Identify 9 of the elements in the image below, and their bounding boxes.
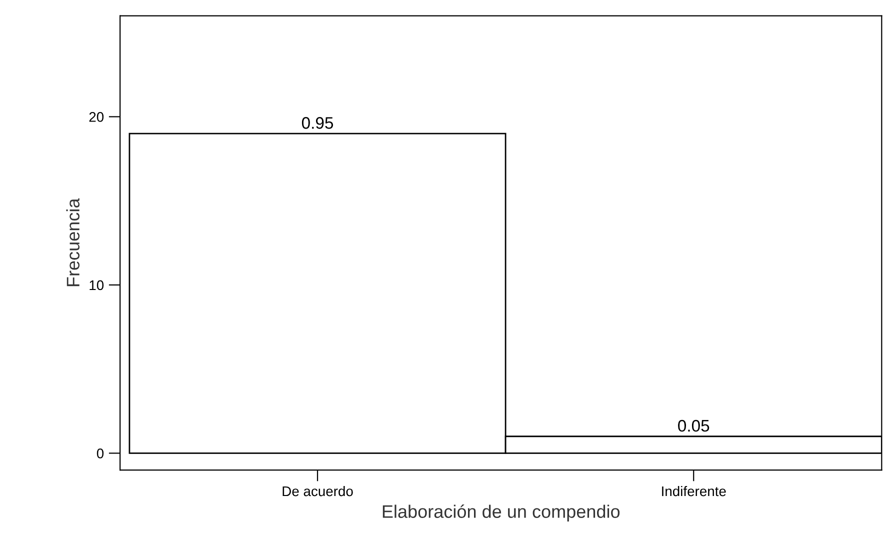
- x-tick-label: Indiferente: [662, 486, 726, 496]
- y-tick-label: 20: [89, 112, 104, 122]
- x-axis-title: Elaboración de un compendio: [382, 504, 620, 522]
- y-tick-label: 10: [90, 280, 104, 290]
- y-tick-label: 0: [96, 448, 104, 458]
- annotation: 0.05: [678, 420, 710, 432]
- x-tick-label: De acuerdo: [282, 486, 353, 496]
- y-axis-title: Frecuencia: [66, 198, 80, 286]
- annotation: 0.95: [302, 117, 334, 129]
